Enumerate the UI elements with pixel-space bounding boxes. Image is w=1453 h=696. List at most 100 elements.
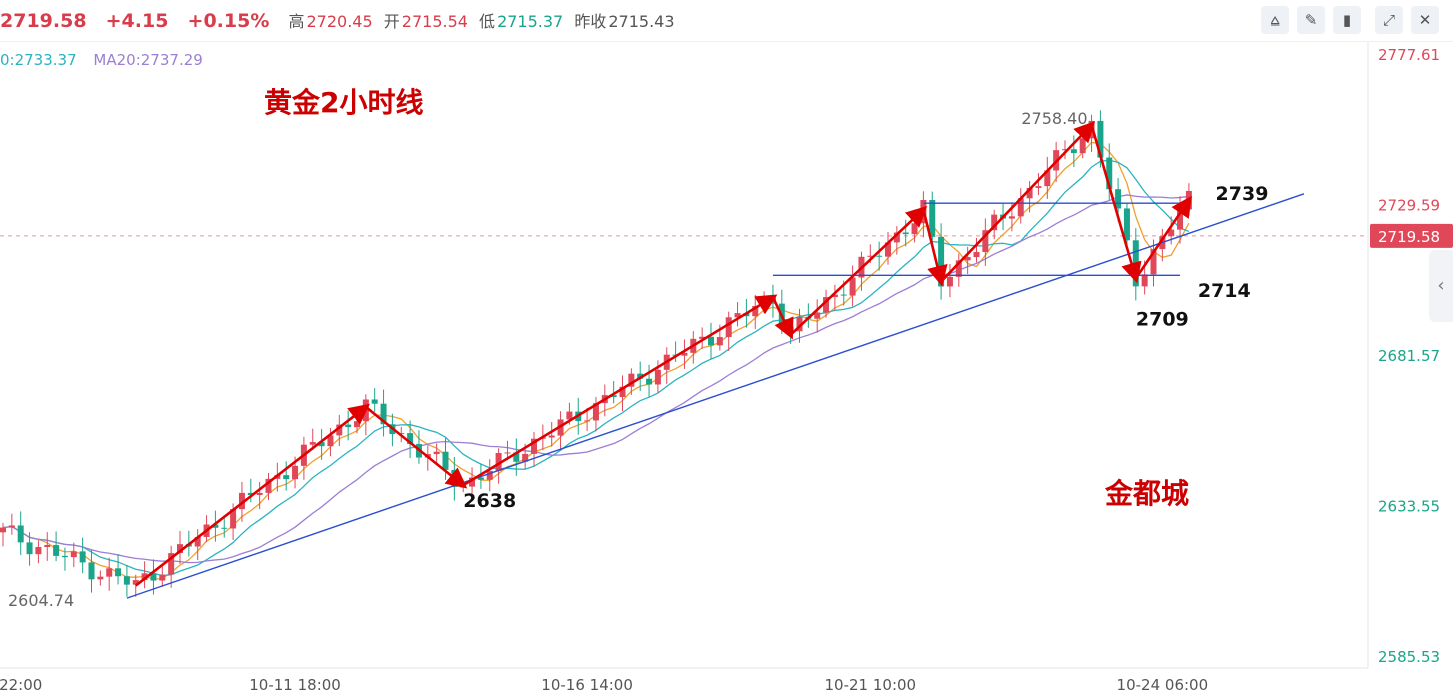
candle-body: [460, 486, 467, 488]
low-label: 低: [479, 12, 496, 31]
candle-body: [477, 477, 484, 480]
x-tick-label: 10-16 14:00: [541, 676, 633, 694]
price-annotation: 2709: [1136, 308, 1189, 330]
candle-body: [610, 395, 617, 398]
candle-body: [1026, 187, 1033, 199]
y-tick-label: 2585.53: [1378, 648, 1440, 666]
candle-body: [646, 378, 653, 385]
candle-body: [486, 470, 493, 480]
ma20-value: MA20:2737.29: [93, 51, 203, 69]
close-icon[interactable]: ✕: [1411, 6, 1439, 34]
candle-body: [1079, 138, 1086, 154]
watermark-label: 金都城: [1104, 477, 1189, 510]
candle-body: [938, 236, 945, 287]
quote-summary: 2719.58 +4.15 +0.15% 高 2720.45 开 2715.54 低…: [0, 8, 675, 32]
fullscreen-icon[interactable]: ⤢: [1375, 6, 1403, 34]
candle-body: [106, 568, 113, 577]
candle-body: [716, 337, 723, 346]
price-annotation: 2638: [463, 490, 516, 512]
chart-title: 黄金2小时线: [264, 86, 423, 119]
candle-body: [469, 477, 476, 487]
candle-body: [265, 478, 272, 493]
candle-body: [115, 568, 122, 577]
candle-body: [681, 352, 688, 356]
candle-body: [522, 453, 529, 462]
current-price-label: 2719.58: [1378, 228, 1440, 246]
candle-body: [88, 562, 95, 580]
collapse-panel-button[interactable]: ‹: [1429, 250, 1453, 322]
high-extreme-label: 2758.40: [1021, 109, 1087, 128]
candle-body: [911, 223, 918, 235]
ma10-value: 0:2733.37: [0, 51, 77, 69]
candle-body: [336, 424, 343, 436]
candle-body: [407, 433, 414, 445]
candle-body: [1177, 209, 1184, 230]
price-annotation: 2714: [1198, 280, 1251, 302]
candle-body: [292, 465, 299, 480]
candle-body: [531, 438, 537, 454]
high-value: 2720.45: [306, 12, 373, 31]
candle-body: [823, 297, 830, 313]
candle-body: [141, 573, 148, 581]
candle-body: [247, 492, 254, 496]
candle-body: [831, 294, 838, 298]
candle-body: [584, 420, 591, 422]
candle-body: [628, 373, 635, 387]
draw-pencil-icon[interactable]: ✎: [1297, 6, 1325, 34]
ma10-line: [2, 159, 1190, 577]
candle-body: [318, 442, 325, 447]
current-price-tag: [1370, 223, 1453, 248]
candle-body: [991, 214, 998, 231]
candle-body: [1115, 189, 1122, 209]
price-change-percent: +0.15%: [187, 10, 270, 32]
indicator-icon[interactable]: ⩠: [1261, 6, 1289, 34]
candle-body: [362, 399, 369, 422]
candle-body: [168, 553, 175, 575]
y-tick-label: 2681.57: [1378, 347, 1440, 365]
candle-body: [566, 411, 573, 420]
candle-body: [1070, 149, 1077, 154]
x-tick-label: 10-24 06:00: [1117, 676, 1209, 694]
candle-body: [929, 199, 936, 237]
candle-body: [238, 492, 245, 510]
candle-body: [840, 294, 847, 296]
candle-body: [177, 544, 183, 554]
candle-body: [504, 452, 511, 454]
open-value: 2715.54: [401, 12, 468, 31]
candle-body: [973, 252, 980, 258]
low-value: 2715.37: [497, 12, 564, 31]
candle-body: [876, 255, 883, 257]
x-tick-label: 10-21 10:00: [825, 676, 917, 694]
candle-body: [283, 475, 290, 480]
quote-header: 2719.58 +4.15 +0.15% 高 2720.45 开 2715.54 低…: [0, 0, 1453, 42]
last-price: 2719.58: [0, 10, 87, 32]
candle-body: [1150, 249, 1157, 275]
open-label: 开: [383, 12, 400, 31]
swing-arrow: [1134, 195, 1192, 280]
candle-body: [734, 313, 741, 318]
candle-body: [513, 452, 520, 462]
candle-body: [44, 545, 51, 547]
candle-body: [380, 403, 387, 425]
candle-body: [433, 451, 440, 455]
y-tick-label: 2729.59: [1378, 197, 1440, 215]
candle-body: [70, 551, 77, 558]
candle-body: [26, 542, 33, 555]
support-trendline: [126, 193, 1305, 599]
swing-arrow: [789, 205, 928, 336]
candle-body: [796, 316, 803, 332]
y-tick-label: 2633.55: [1378, 498, 1440, 516]
candle-body: [699, 336, 706, 339]
candle-body: [1008, 216, 1015, 219]
candlestick-icon[interactable]: ▮: [1333, 6, 1361, 34]
candle-body: [97, 576, 104, 580]
candle-body: [35, 546, 42, 555]
prev-close-value: 2715.43: [608, 12, 675, 31]
candle-body: [955, 260, 962, 277]
candle-body: [150, 573, 157, 581]
candle-body: [637, 373, 644, 379]
candle-body: [194, 536, 201, 547]
price-change: +4.15: [105, 10, 169, 32]
candle-body: [371, 399, 378, 404]
